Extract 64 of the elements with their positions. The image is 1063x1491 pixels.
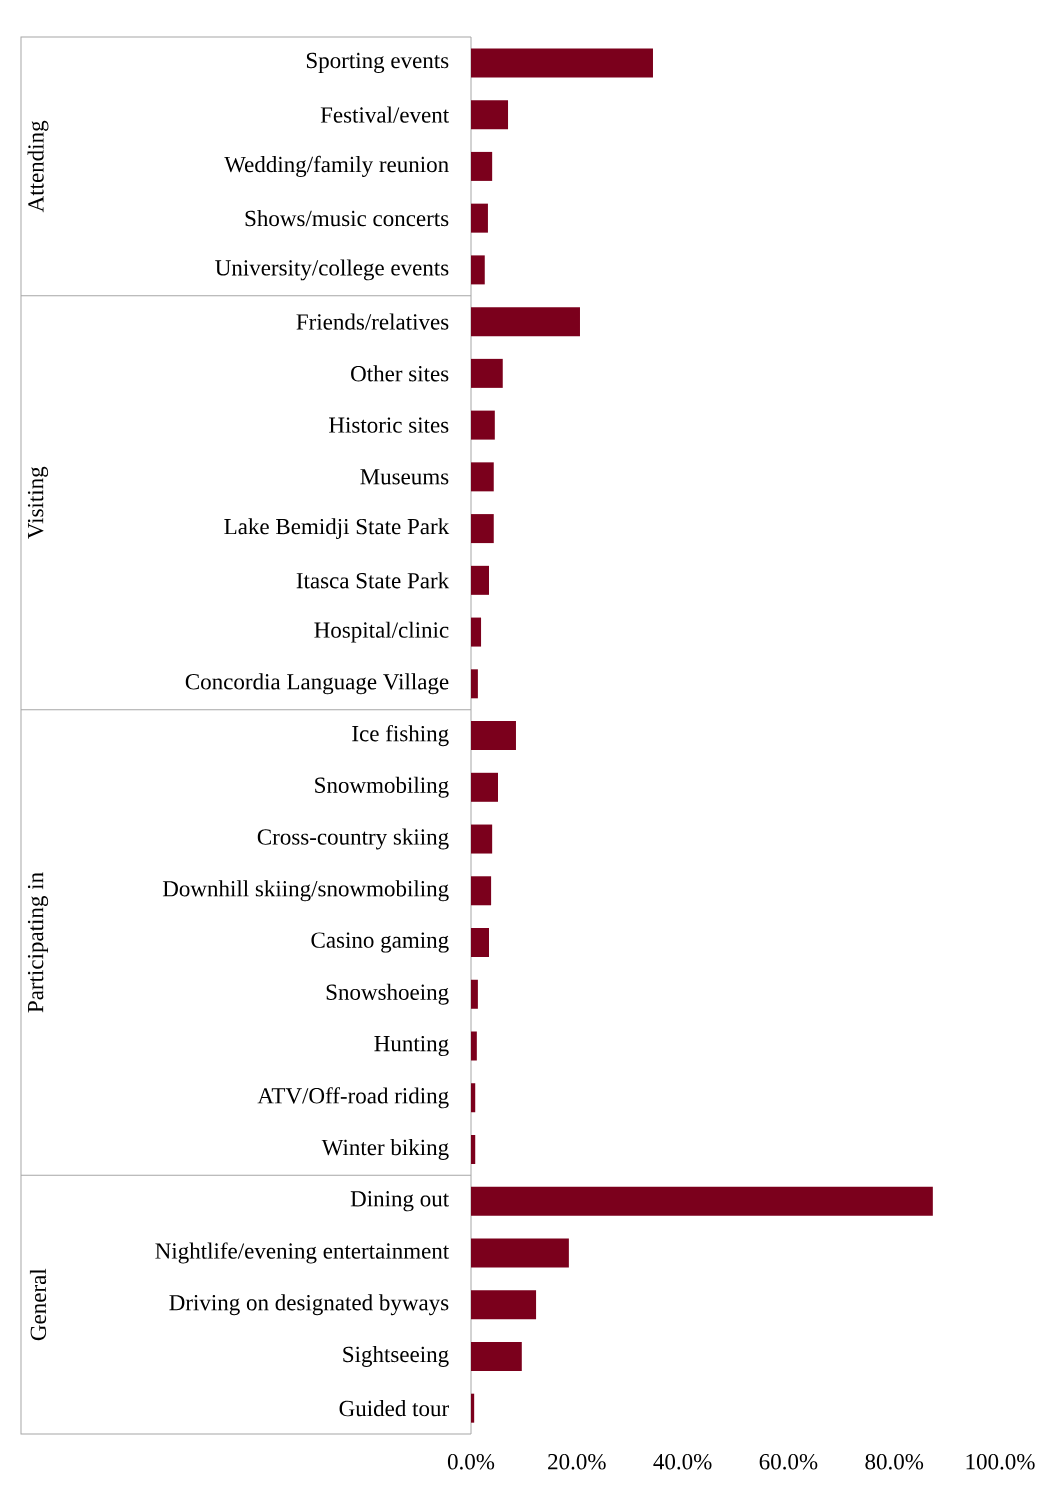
y-tick-label: Snowshoeing (326, 983, 449, 1005)
y-tick-label: Friends/relatives (296, 313, 449, 330)
y-tick-label: Sporting events (306, 52, 449, 74)
bar (471, 669, 478, 699)
bar (471, 151, 493, 181)
y-tick-label: Shows/music concerts (245, 210, 449, 227)
bar (471, 100, 509, 130)
y-tick-label: Snowmobiling (315, 776, 449, 798)
y-tick-label: University/college events (215, 259, 449, 281)
y-tick-label: Concordia Language Village (185, 673, 449, 695)
text: Participating in (27, 872, 49, 1013)
bar (471, 565, 489, 595)
y-tick-label: Sightseeing (343, 1345, 449, 1367)
bar (471, 410, 495, 440)
bar (471, 979, 478, 1009)
y-tick-label: Guided tour (339, 1400, 449, 1417)
bar (471, 1393, 475, 1423)
y-tick-label: Lake Bemidji State Park (224, 518, 450, 540)
bar (471, 203, 488, 233)
y-tick-label: Dining out (350, 1191, 449, 1212)
bar (471, 721, 516, 751)
bar (471, 514, 494, 544)
x-tick-label: 40.0% (653, 1453, 712, 1470)
y-tick-label: Museums (360, 469, 449, 485)
bar (471, 48, 653, 78)
bar (471, 772, 498, 802)
bar (471, 1186, 933, 1216)
bar (471, 617, 482, 647)
bar (471, 462, 494, 492)
y-tick-label: Downhill skiing/snowmobiling (162, 880, 449, 902)
y-tick-label: Itasca State Park (296, 572, 450, 589)
bar (471, 928, 489, 958)
y-tick-label: Historic sites (329, 417, 449, 433)
y-tick-label: Ice fishing (352, 724, 449, 747)
y-tick-label: Cross-country skiing (257, 828, 449, 850)
bar (471, 1134, 476, 1164)
x-tick-label: 80.0% (865, 1453, 924, 1470)
y-tick-label: Wedding/family reunion (224, 155, 449, 177)
text: Attending (27, 120, 49, 213)
y-tick-label: Other sites (351, 365, 449, 382)
y-tick-label: Festival/event (320, 106, 450, 123)
bar (471, 307, 580, 337)
bar (471, 255, 485, 285)
text: General (29, 1268, 47, 1341)
bar (471, 1341, 522, 1371)
y-tick-label: Driving on designated byways (169, 1294, 449, 1316)
x-tick-label: 100.0% (966, 1453, 1035, 1470)
bar (471, 1031, 477, 1061)
text: Visiting (27, 466, 49, 539)
x-tick-label: 0.0% (447, 1453, 495, 1470)
y-tick-label: Hunting (374, 1035, 449, 1057)
bar (471, 876, 492, 906)
x-tick-label: 20.0% (548, 1453, 606, 1470)
bar (471, 358, 503, 388)
x-tick-label: 60.0% (759, 1453, 818, 1470)
y-tick-label: Nightlife/evening entertainment (155, 1242, 450, 1264)
bar (471, 1083, 476, 1113)
bar (471, 1290, 537, 1320)
bar (471, 824, 493, 854)
y-tick-label: Casino gaming (311, 932, 449, 953)
bar (471, 1238, 569, 1268)
y-tick-label: Hospital/clinic (314, 621, 449, 643)
y-tick-label: Winter biking (321, 1139, 449, 1160)
y-tick-label: ATV/Off-road riding (257, 1087, 449, 1109)
